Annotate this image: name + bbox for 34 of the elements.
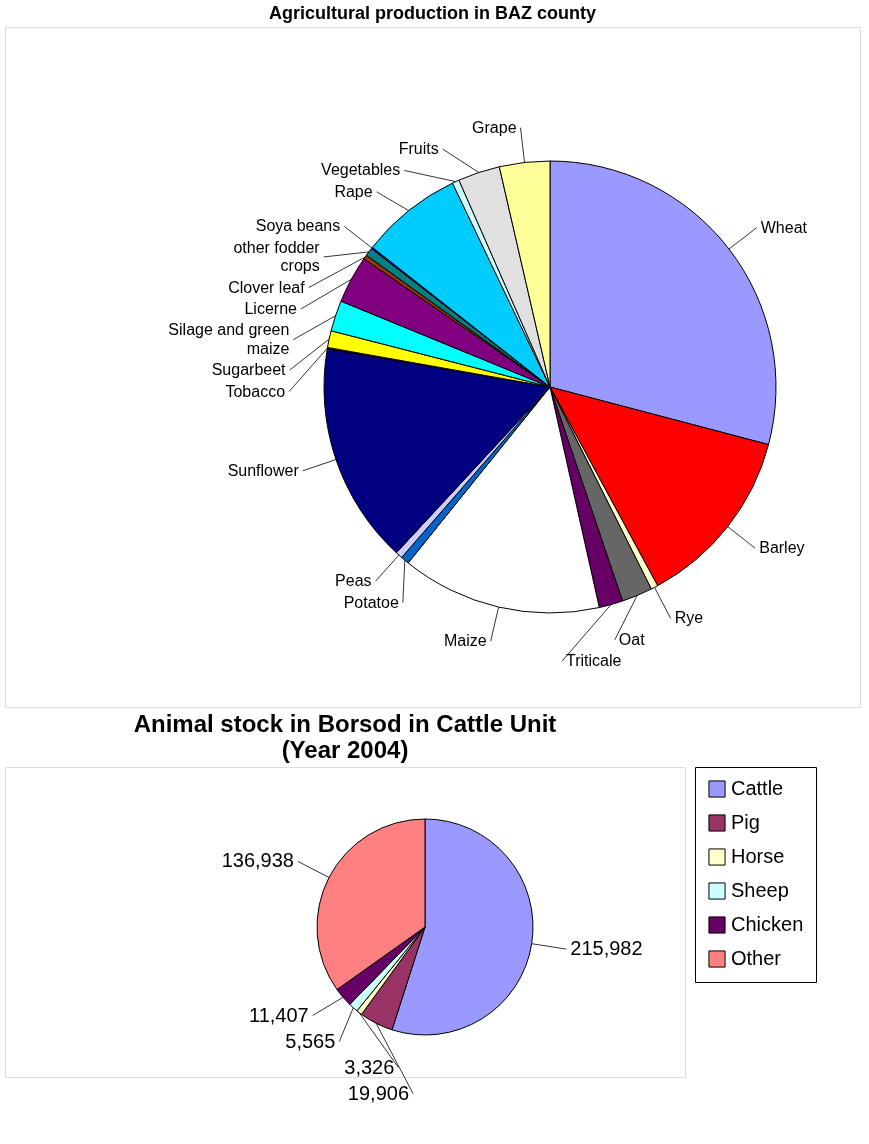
legend-label: Cattle: [731, 777, 784, 799]
slice-label: Clover leaf: [228, 278, 306, 296]
slice-label: Oat: [618, 630, 646, 648]
slice-label: Triticale: [566, 652, 622, 670]
slice-label: Fruits: [398, 140, 439, 158]
data-label: 11,407: [248, 1003, 309, 1026]
slice-label: Grape: [472, 118, 517, 136]
slice-label: Maize: [443, 632, 487, 650]
data-label: 19,906: [347, 1081, 409, 1104]
chart-title: Agricultural production in BAZ county: [269, 3, 596, 23]
legend-label: Chicken: [731, 913, 804, 935]
slice-label: Vegetables: [321, 161, 401, 179]
legend-label: Sheep: [731, 879, 789, 901]
slice-label: Licerne: [244, 299, 298, 317]
data-label: 3,326: [344, 1055, 395, 1078]
data-label: 5,565: [285, 1029, 336, 1052]
slice-label: Tobacco: [225, 382, 286, 400]
slice-label: other fodder crops: [233, 238, 321, 275]
data-label: 215,982: [570, 937, 643, 960]
data-label: 136,938: [221, 849, 294, 872]
legend-label: Horse: [731, 845, 785, 867]
slice-label: Sugarbeet: [211, 361, 287, 379]
legend-label: Other: [731, 947, 782, 969]
chart-title: Animal stock in Borsod in Cattle Unit (Year 2004): [133, 709, 557, 763]
slice-label: Rye: [674, 609, 704, 627]
slice-label: Wheat: [760, 218, 808, 236]
slice-label: Potatoe: [343, 593, 399, 611]
slice-label: Sunflower: [227, 461, 300, 479]
legend-label: Pig: [731, 811, 760, 833]
slice-label: Soya beans: [255, 217, 341, 235]
slice-label: Barley: [759, 539, 805, 557]
slice-label: Rape: [334, 182, 373, 200]
slice-label: Silage and green maize: [168, 321, 290, 357]
slice-label: Peas: [335, 572, 372, 590]
